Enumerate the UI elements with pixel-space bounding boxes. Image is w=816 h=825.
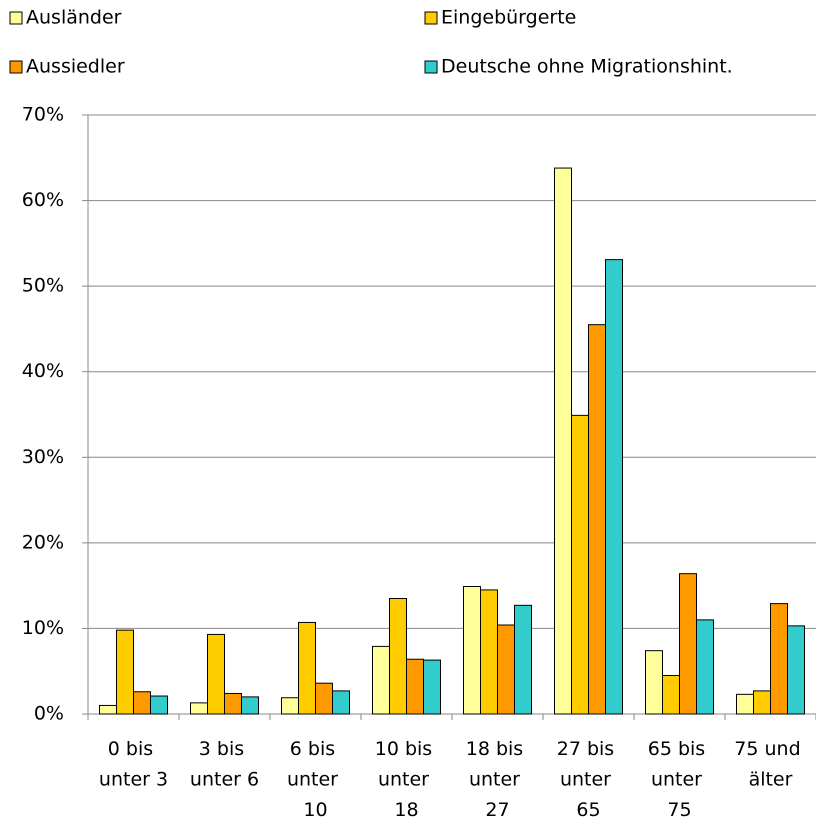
legend-label: Ausländer [26,7,122,29]
x-tick-label: 6 bis unter 10 [287,738,344,821]
bar [588,324,606,715]
bar [787,625,805,715]
bar [696,619,714,715]
x-tick-label: 10 bis unter 18 [375,738,439,821]
bar [207,633,225,715]
x-tick-label: 75 und älter [734,738,806,791]
y-tick-label: 20% [22,531,64,553]
y-tick-label: 10% [22,617,64,639]
y-tick-label: 0% [34,703,64,725]
bar [389,597,407,715]
legend-swatch [9,11,23,25]
x-tick-label: 0 bis unter 3 [99,738,168,791]
bar [224,692,242,715]
bar [423,659,441,715]
bar [679,573,697,715]
legend-label: Eingebürgerte [441,7,576,29]
bar [571,414,589,715]
y-tick-label: 40% [22,360,64,382]
x-tick-label: 27 bis unter 65 [557,738,621,821]
bar [753,690,771,715]
bar [736,693,754,715]
bar [514,604,532,715]
bar [480,589,498,715]
y-tick-label: 60% [22,189,64,211]
legend-swatch [424,60,438,74]
legend-label: Aussiedler [26,56,125,78]
bar [133,691,151,715]
x-tick-label: 18 bis unter 27 [466,738,530,821]
bar [241,696,259,715]
bar [554,167,572,715]
y-tick-label: 30% [22,446,64,468]
bar [298,621,316,715]
bar [116,629,134,715]
x-tick-label: 3 bis unter 6 [190,738,259,791]
bar [497,624,515,715]
y-tick-label: 50% [22,275,64,297]
bar [770,603,788,715]
legend-swatch [9,60,23,74]
bar [281,697,299,715]
legend-swatch [424,11,438,25]
x-tick-label: 65 bis unter 75 [648,738,712,821]
bar [315,682,333,715]
bar [190,702,208,715]
bar [99,704,117,715]
bar [605,259,623,715]
bar [406,658,424,715]
y-tick-label: 70% [22,104,64,126]
bar [150,695,168,715]
legend-label: Deutsche ohne Migrationshint. [441,56,733,78]
bar [332,690,350,715]
bar [463,585,481,715]
bar [645,650,663,715]
bar [662,674,680,715]
bar [372,645,390,715]
